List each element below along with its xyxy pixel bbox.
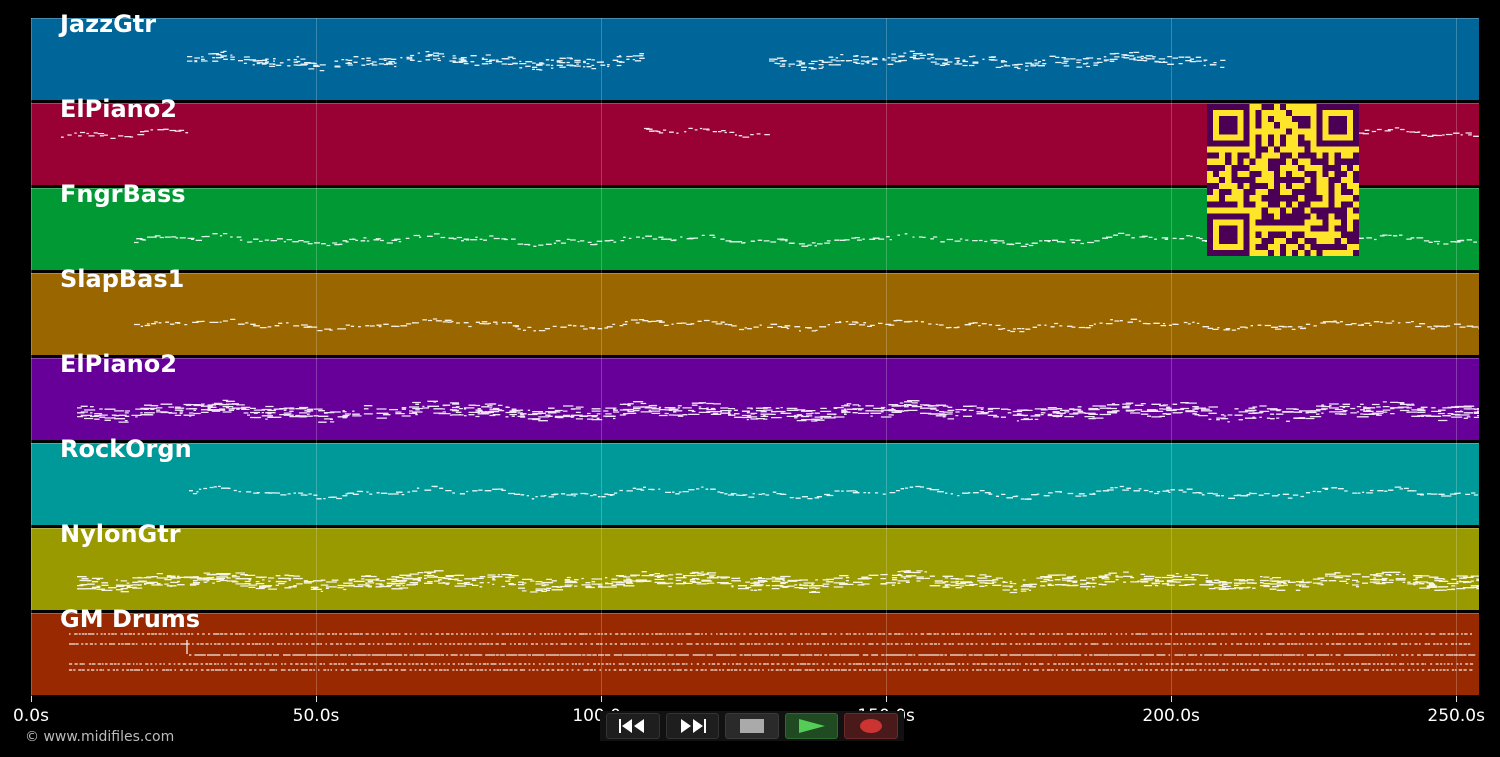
track-lane[interactable]: SlapBas1	[31, 265, 1479, 355]
fast-forward-icon	[681, 719, 707, 733]
gridline	[316, 18, 318, 696]
axis-tick	[886, 696, 888, 702]
rewind-icon	[618, 719, 644, 733]
note-roll	[189, 485, 1479, 500]
play-icon	[798, 719, 825, 733]
note-roll	[69, 633, 1476, 671]
record-icon	[860, 719, 883, 733]
track-lane[interactable]: NylonGtr	[31, 520, 1479, 610]
axis-tick	[601, 696, 603, 702]
play-button[interactable]	[784, 713, 839, 739]
track-lanes: JazzGtr ElPiano2 FngrBass SlapBas1 ElPiano2 R…	[31, 10, 1479, 696]
gridline	[1456, 18, 1458, 696]
track-lane[interactable]: JazzGtr	[31, 10, 1479, 100]
record-button[interactable]	[844, 713, 898, 739]
track-lane[interactable]: GM Drums	[31, 605, 1479, 695]
note-roll	[61, 127, 1479, 140]
note-roll	[77, 399, 1479, 423]
axis-tick	[1456, 696, 1458, 702]
axis-tick-label: 250.0s	[1427, 706, 1485, 726]
axis-tick	[316, 696, 318, 702]
gridline	[886, 18, 888, 696]
rewind-button[interactable]	[606, 713, 660, 739]
qr-code	[1207, 104, 1359, 256]
axis-tick-label: 200.0s	[1142, 706, 1200, 726]
stop-icon	[739, 719, 764, 733]
transport-controls	[600, 711, 904, 741]
note-roll	[187, 50, 1226, 72]
copyright-notice: © www.midifiles.com	[25, 729, 175, 745]
stop-button[interactable]	[725, 713, 779, 739]
gridline	[1171, 18, 1173, 696]
axis-tick-label: 50.0s	[292, 706, 340, 726]
track-lane[interactable]: ElPiano2	[31, 350, 1479, 440]
axis-tick	[1171, 696, 1173, 702]
track-lane[interactable]: RockOrgn	[31, 435, 1479, 525]
note-roll	[77, 570, 1479, 594]
fast-forward-button[interactable]	[665, 713, 720, 739]
gridline	[31, 18, 32, 696]
note-roll	[134, 318, 1479, 333]
axis-tick	[31, 696, 32, 702]
gridline	[601, 18, 603, 696]
axis-tick-label: 0.0s	[13, 706, 49, 726]
